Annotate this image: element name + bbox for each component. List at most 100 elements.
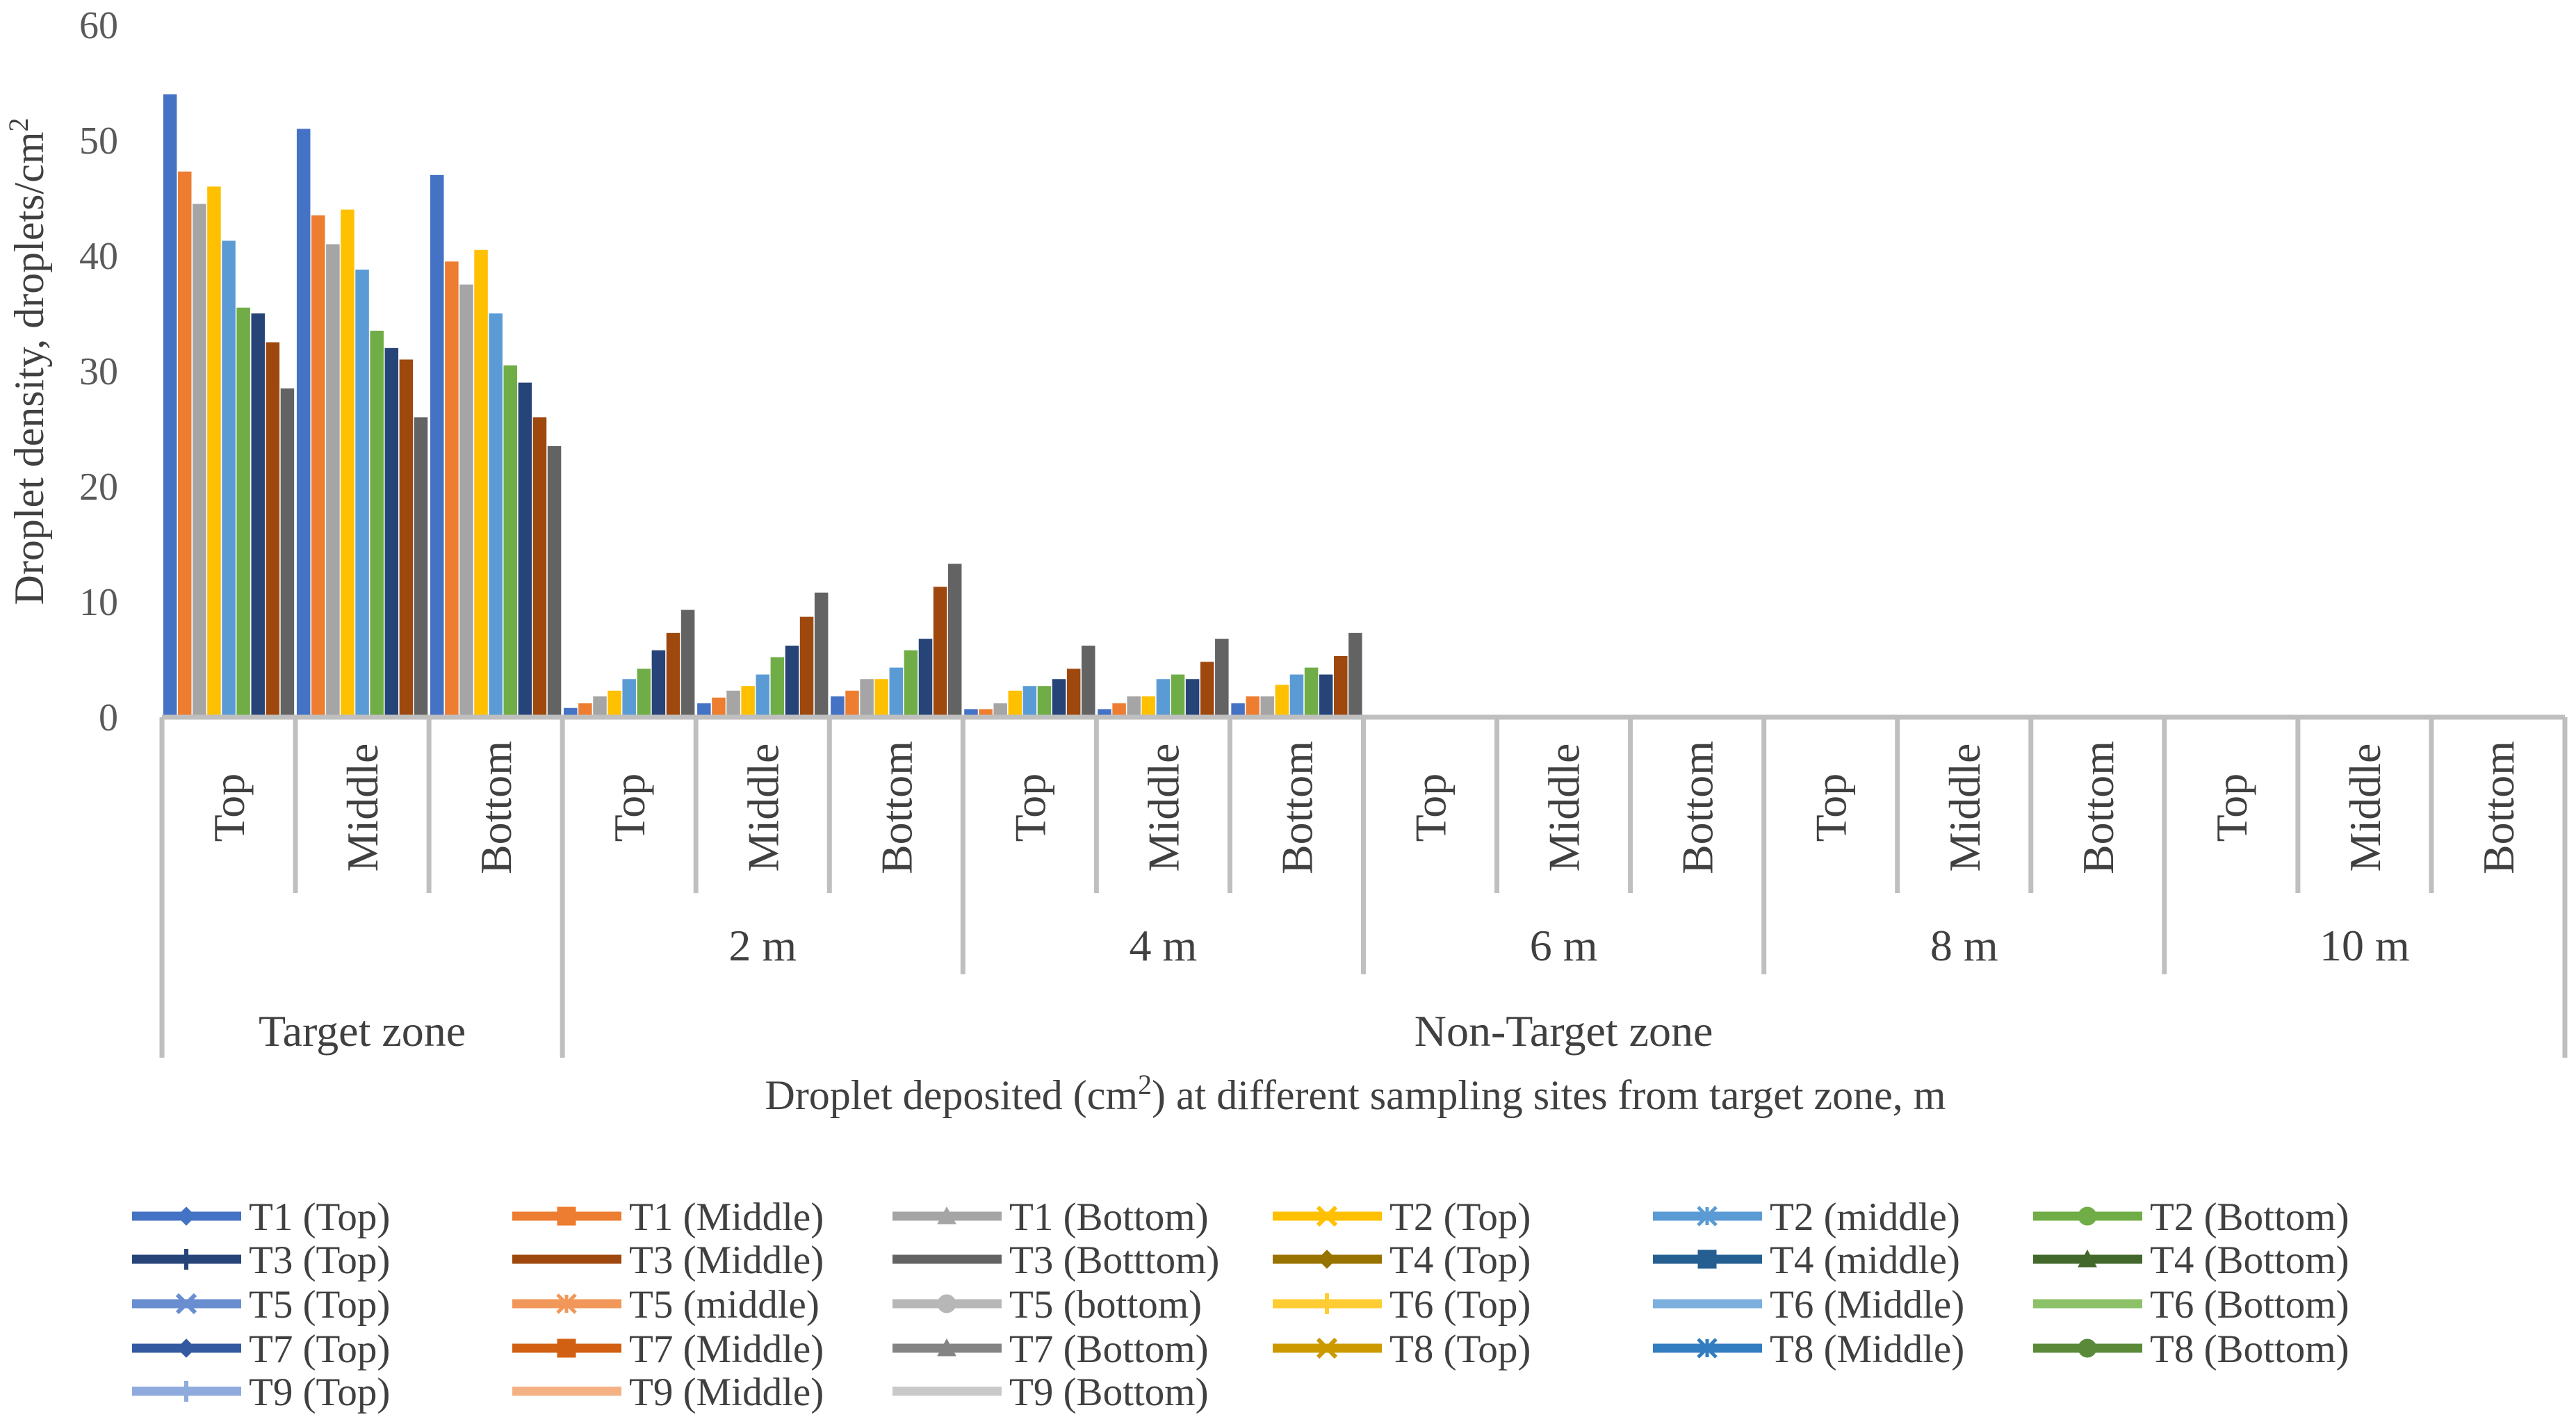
legend-marker xyxy=(556,1293,577,1314)
legend-label: T9 (Bottom) xyxy=(1009,1370,1209,1414)
bar xyxy=(1008,690,1022,717)
position-label: Middle xyxy=(738,744,788,872)
legend-item: T4 (Bottom) xyxy=(2033,1238,2349,1282)
y-axis: 0 10 20 30 40 50 60 xyxy=(79,4,118,739)
legend-item: T2 (Bottom) xyxy=(2033,1195,2349,1239)
position-label: Middle xyxy=(1139,744,1188,872)
bar xyxy=(355,269,369,717)
bar xyxy=(578,703,592,717)
y-tick-label: 20 xyxy=(79,466,118,509)
bar xyxy=(874,679,888,717)
legend-marker xyxy=(175,1293,197,1315)
bar xyxy=(933,587,947,717)
bar xyxy=(860,679,874,717)
legend-item: T1 (Middle) xyxy=(512,1195,824,1239)
legend-label: T6 (Top) xyxy=(1389,1283,1531,1327)
bar xyxy=(680,609,695,717)
legend-item: T7 (Top) xyxy=(132,1327,390,1371)
bars xyxy=(163,94,1362,718)
legend-marker xyxy=(1316,1205,1338,1227)
zone-label: Non-Target zone xyxy=(1415,1006,1713,1056)
legend-marker xyxy=(1700,1300,1714,1308)
bar xyxy=(280,388,295,717)
position-label: Middle xyxy=(2340,744,2390,872)
bar xyxy=(1098,709,1111,717)
bar xyxy=(474,249,488,717)
legend-marker xyxy=(177,1206,196,1226)
position-label: Top xyxy=(1005,773,1054,842)
legend-marker xyxy=(560,1387,573,1395)
legend-marker xyxy=(557,1338,576,1358)
bar xyxy=(163,94,177,718)
bar xyxy=(1022,686,1037,717)
legend-label: T1 (Bottom) xyxy=(1009,1195,1209,1239)
legend-marker xyxy=(1697,1250,1717,1269)
legend-item: T7 (Bottom) xyxy=(892,1327,1209,1371)
bar xyxy=(459,284,473,717)
legend-item: T7 (Middle) xyxy=(512,1327,824,1371)
legend-label: T4 (Bottom) xyxy=(2150,1238,2349,1282)
legend-label: T1 (Top) xyxy=(249,1195,390,1239)
bar xyxy=(1260,696,1275,717)
distance-label: 6 m xyxy=(1530,921,1598,970)
legend-marker xyxy=(557,1206,576,1226)
legend-label: T5 (Top) xyxy=(249,1283,390,1327)
bar xyxy=(370,330,384,717)
bar xyxy=(1052,679,1066,717)
legend: T1 (Top) T1 (Middle) T1 (Bottom) T2 (Top) T2… xyxy=(132,1195,2349,1414)
bar xyxy=(251,313,265,717)
bar xyxy=(1156,679,1171,717)
bar xyxy=(1348,632,1362,717)
bar xyxy=(918,639,933,717)
bar xyxy=(547,445,562,717)
bar xyxy=(666,632,680,717)
bar xyxy=(622,679,636,717)
bar xyxy=(326,244,340,717)
legend-label: T9 (Middle) xyxy=(629,1370,824,1414)
legend-item: T8 (Bottom) xyxy=(2033,1327,2349,1371)
y-tick-label: 10 xyxy=(79,581,118,624)
bar xyxy=(904,650,918,717)
legend-item: T2 (Top) xyxy=(1273,1195,1531,1239)
bar xyxy=(947,564,962,717)
position-label: Middle xyxy=(338,744,387,872)
bar xyxy=(414,417,428,717)
legend-label: T3 (Botttom) xyxy=(1009,1238,1219,1282)
legend-item: T2 (middle) xyxy=(1653,1195,1960,1239)
y-tick-label: 30 xyxy=(79,350,118,393)
zone-label: Target zone xyxy=(259,1006,466,1056)
position-label: Bottom xyxy=(471,741,521,874)
legend-item: T8 (Middle) xyxy=(1653,1327,1964,1371)
legend-label: T7 (Middle) xyxy=(629,1327,824,1371)
legend-marker xyxy=(937,1294,956,1313)
legend-item: T6 (Middle) xyxy=(1653,1283,1964,1327)
legend-marker xyxy=(937,1338,956,1357)
legend-label: T6 (Bottom) xyxy=(2150,1283,2349,1327)
legend-item: T5 (Top) xyxy=(132,1283,390,1327)
legend-label: T3 (Middle) xyxy=(629,1238,824,1282)
legend-marker xyxy=(2078,1338,2097,1358)
legend-label: T8 (Middle) xyxy=(1770,1327,1964,1371)
bar xyxy=(399,359,414,717)
bar xyxy=(445,261,459,717)
legend-item: T9 (Bottom) xyxy=(892,1370,1209,1414)
distance-label: 8 m xyxy=(1930,921,1998,970)
legend-item: T1 (Bottom) xyxy=(892,1195,1209,1239)
bar xyxy=(1171,674,1185,717)
legend-item: T5 (middle) xyxy=(512,1283,820,1327)
legend-item: T3 (Botttom) xyxy=(892,1238,1219,1282)
bar xyxy=(193,204,206,717)
legend-marker xyxy=(940,1387,954,1395)
y-tick-label: 60 xyxy=(79,4,118,47)
bar xyxy=(799,616,814,717)
bar xyxy=(993,703,1007,717)
distance-label: 4 m xyxy=(1130,921,1198,970)
bar xyxy=(503,365,517,717)
legend-marker xyxy=(177,1338,196,1358)
position-label: Top xyxy=(1406,773,1456,842)
position-label: Middle xyxy=(1940,744,1989,872)
legend-item: T4 (Top) xyxy=(1273,1238,1531,1282)
bar xyxy=(814,592,829,717)
bar xyxy=(637,669,651,717)
legend-label: T8 (Top) xyxy=(1389,1327,1531,1371)
